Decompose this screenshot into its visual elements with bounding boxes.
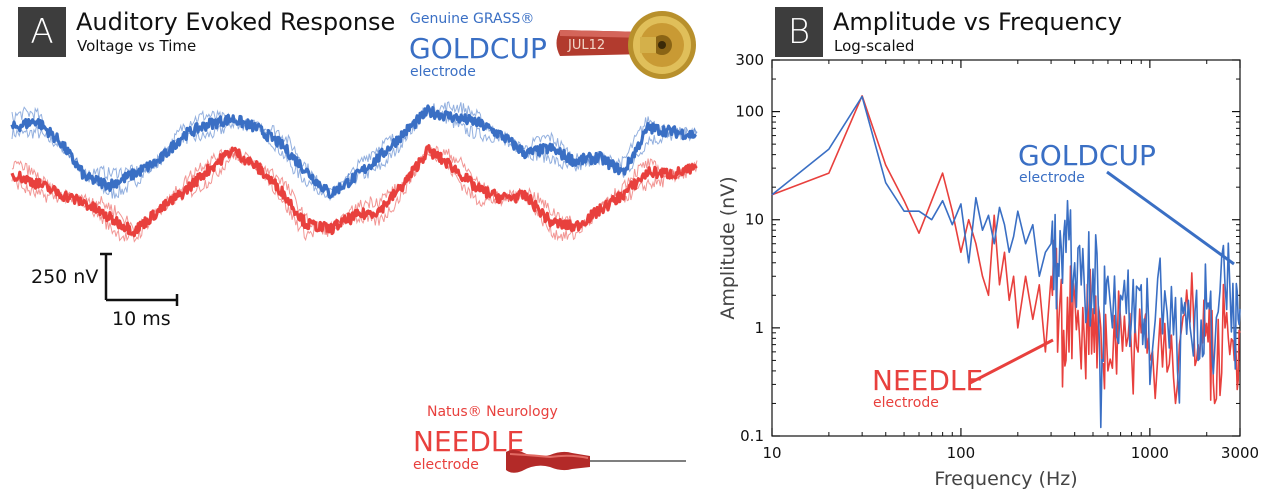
scale-bar-voltage-label: 250 nV bbox=[31, 266, 98, 288]
scale-bar-time-label: 10 ms bbox=[112, 308, 171, 330]
panel-b-letter: B bbox=[775, 7, 823, 57]
spectrum-plot-frame bbox=[771, 59, 1241, 437]
y-tick-label: 1 bbox=[754, 319, 764, 337]
goldcup-brand: Genuine GRASS® bbox=[410, 11, 534, 27]
spectrum-goldcup-name: GOLDCUP bbox=[1018, 139, 1156, 172]
spectrum-goldcup-type: electrode bbox=[1019, 170, 1085, 186]
panel-a-subtitle: Voltage vs Time bbox=[77, 37, 197, 55]
scale-bar: 250 nV 10 ms bbox=[31, 252, 179, 330]
panel-b-subtitle: Log-scaled bbox=[834, 37, 915, 55]
spectrum-needle-annotation: NEEDLE electrode bbox=[872, 338, 1054, 411]
y-tick-label: 0.1 bbox=[740, 427, 764, 445]
spectrum-needle-name: NEEDLE bbox=[872, 364, 983, 397]
panel-b-title: Amplitude vs Frequency bbox=[833, 8, 1122, 36]
goldcup-name: GOLDCUP bbox=[409, 32, 547, 65]
voltage-time-plot bbox=[10, 101, 698, 243]
y-tick-label: 300 bbox=[735, 51, 764, 69]
x-axis-label: Frequency (Hz) bbox=[934, 468, 1077, 490]
needle-spectrum-line bbox=[771, 95, 1241, 405]
panel-a-letter: A bbox=[18, 7, 66, 57]
needle-electrode-image bbox=[506, 450, 686, 473]
goldcup-average-trace bbox=[10, 104, 697, 199]
y-tick-label: 100 bbox=[735, 103, 764, 121]
goldcup-tag: JUL12 bbox=[567, 38, 605, 53]
goldcup-spectrum-line bbox=[771, 95, 1241, 429]
x-tick-label: 100 bbox=[947, 444, 976, 462]
spectrum-goldcup-annotation: GOLDCUP electrode bbox=[1018, 139, 1235, 266]
x-tick-label: 1000 bbox=[1131, 444, 1169, 462]
needle-electrode-label: Natus® Neurology NEEDLE electrode bbox=[413, 404, 558, 473]
needle-type: electrode bbox=[413, 457, 479, 473]
amplitude-frequency-plot: 10 100 1000 3000 0.1 1 10 100 300 Frequency (Hz) A… bbox=[717, 51, 1259, 490]
x-tick-label: 10 bbox=[762, 444, 781, 462]
spectrum-needle-pointer bbox=[969, 338, 1054, 385]
needle-brand: Natus® Neurology bbox=[427, 404, 558, 420]
goldcup-electrode-image: JUL12 bbox=[556, 11, 696, 79]
goldcup-type: electrode bbox=[410, 64, 476, 80]
y-tick-label: 10 bbox=[745, 211, 764, 229]
x-tick-label: 3000 bbox=[1221, 444, 1259, 462]
panel-a-title: Auditory Evoked Response bbox=[76, 8, 396, 36]
goldcup-electrode-label: Genuine GRASS® GOLDCUP electrode bbox=[409, 11, 547, 80]
spectrum-goldcup-pointer bbox=[1106, 170, 1235, 266]
y-axis-label: Amplitude (nV) bbox=[717, 176, 739, 319]
needle-name: NEEDLE bbox=[413, 425, 524, 458]
spectrum-needle-type: electrode bbox=[873, 395, 939, 411]
needle-average-trace bbox=[10, 144, 698, 238]
